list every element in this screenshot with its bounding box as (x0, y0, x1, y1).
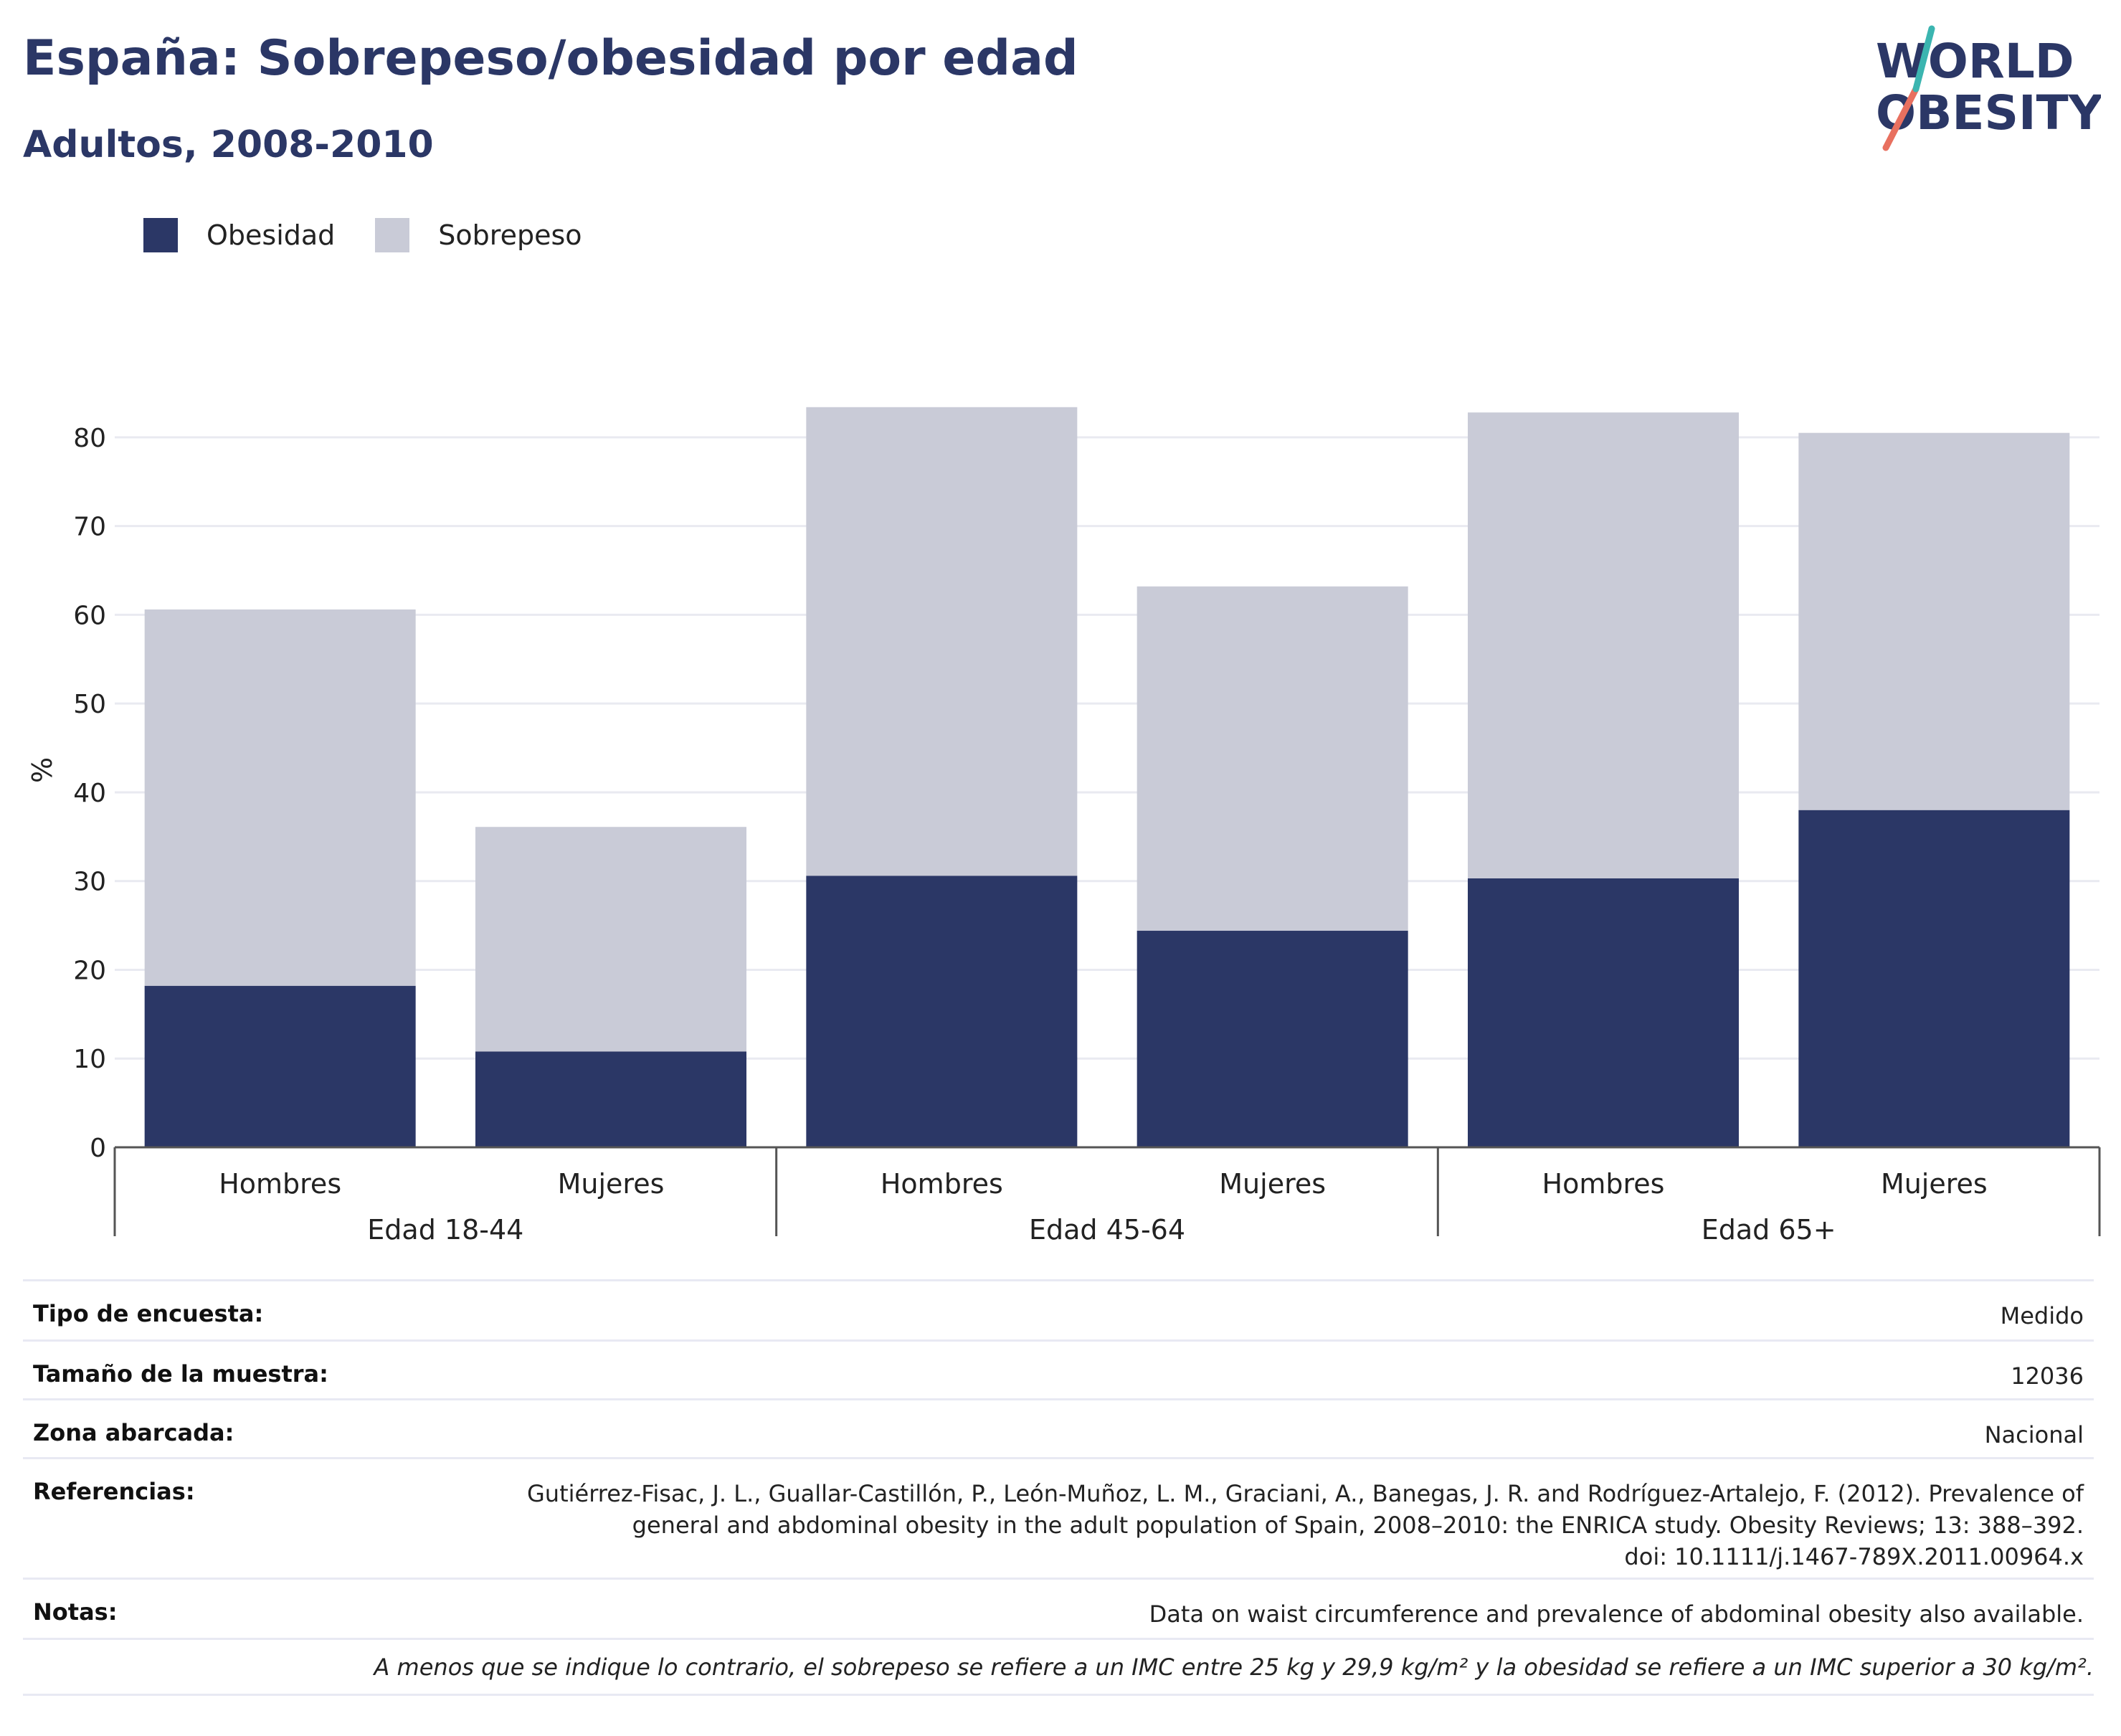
bar-chart: 0 10 20 30 40 50 60 70 80% Hombres Mujeres Hombres M… (27, 407, 2101, 1246)
bar-sobrepeso (475, 827, 746, 1052)
meta-key-notes: Notas: (33, 1598, 118, 1626)
bar-sobrepeso (1137, 586, 1408, 931)
bar-sobrepeso (1468, 412, 1739, 878)
chart-legend: Obesidad Sobrepeso (143, 215, 622, 255)
legend-label-sobrepeso: Sobrepeso (438, 219, 582, 251)
y-tick-label: 30 (73, 868, 106, 897)
bar-obesidad (1468, 878, 1739, 1147)
page-subtitle: Adultos, 2008-2010 (23, 123, 434, 166)
y-tick-label: 0 (90, 1134, 106, 1163)
meta-row-area: Zona abarcada: Nacional (23, 1400, 2094, 1459)
bar-sobrepeso (1798, 432, 2070, 810)
reference-doi-link[interactable]: doi: 10.1111/j.1467-789X.2011.00964.x (1624, 1543, 2084, 1570)
meta-row-survey-type: Tipo de encuesta: Medido (23, 1281, 2094, 1342)
legend-item-obesidad[interactable]: Obesidad (143, 218, 335, 252)
x-tick-label: Hombres (881, 1168, 1003, 1200)
y-tick-label: 20 (73, 956, 106, 985)
meta-key-references: Referencias: (33, 1478, 195, 1505)
bar-sobrepeso (806, 407, 1078, 876)
y-tick-label: 50 (73, 690, 106, 719)
x-tick-label: Hombres (1542, 1168, 1665, 1200)
legend-swatch-sobrepeso (375, 218, 410, 252)
bar-obesidad (475, 1051, 746, 1147)
y-tick-label: 40 (73, 779, 106, 808)
legend-swatch-obesidad (143, 218, 178, 252)
x-group-label: Edad 45-64 (1029, 1214, 1185, 1246)
meta-value-survey-type: Medido (2000, 1302, 2084, 1329)
meta-key-sample-size: Tamaño de la muestra: (33, 1360, 328, 1388)
meta-row-references: Referencias: Gutiérrez-Fisac, J. L., Gua… (23, 1459, 2094, 1580)
y-axis-label: % (27, 757, 58, 783)
reference-line: Gutiérrez-Fisac, J. L., Guallar-Castilló… (526, 1480, 2084, 1507)
reference-line: general and abdominal obesity in the adu… (632, 1512, 2084, 1539)
legend-item-sobrepeso[interactable]: Sobrepeso (375, 218, 582, 252)
meta-row-notes: Notas: Data on waist circumference and p… (23, 1580, 2094, 1640)
page-title: España: Sobrepeso/obesidad por edad (23, 30, 1078, 87)
y-tick-label: 60 (73, 601, 106, 630)
meta-value-notes: Data on waist circumference and prevalen… (1149, 1600, 2084, 1628)
bar-obesidad (806, 876, 1078, 1147)
x-group-label: Edad 65+ (1702, 1214, 1836, 1246)
legend-label-obesidad: Obesidad (207, 219, 336, 251)
logo-line1: WORLD (1876, 34, 2074, 89)
world-obesity-logo: WORLD OBESITY (1876, 25, 2101, 151)
x-tick-label: Mujeres (1881, 1168, 1988, 1200)
x-group-label: Edad 18-44 (367, 1214, 523, 1246)
bar-sobrepeso (144, 609, 416, 986)
y-tick-label: 80 (73, 424, 106, 453)
footer-divider (23, 1694, 2094, 1696)
y-tick-label: 70 (73, 513, 106, 542)
meta-value-references: Gutiérrez-Fisac, J. L., Guallar-Castilló… (527, 1478, 2084, 1573)
x-tick-label: Hombres (219, 1168, 341, 1200)
bar-obesidad (1137, 931, 1408, 1147)
x-tick-label: Mujeres (1219, 1168, 1326, 1200)
bar-obesidad (1798, 810, 2070, 1147)
x-tick-label: Mujeres (558, 1168, 665, 1200)
bar-obesidad (144, 985, 416, 1147)
footnote: A menos que se indique lo contrario, el … (374, 1654, 2094, 1681)
metadata-table: Tipo de encuesta: Medido Tamaño de la mu… (23, 1279, 2094, 1640)
y-tick-label: 10 (73, 1045, 106, 1074)
meta-row-sample-size: Tamaño de la muestra: 12036 (23, 1342, 2094, 1400)
meta-value-area: Nacional (1984, 1421, 2084, 1448)
meta-key-area: Zona abarcada: (33, 1419, 234, 1446)
meta-value-sample-size: 12036 (2011, 1362, 2084, 1390)
meta-key-survey-type: Tipo de encuesta: (33, 1300, 264, 1327)
